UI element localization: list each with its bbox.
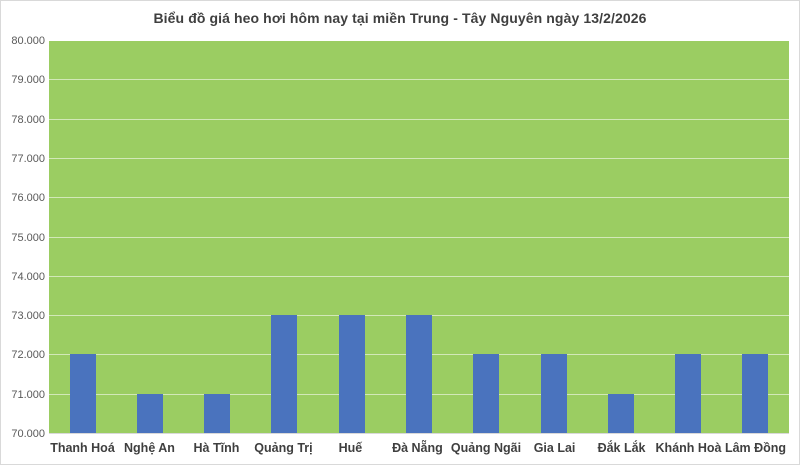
bar-khánh-hoà: [675, 354, 702, 433]
x-tick-label: Đà Nẵng: [392, 441, 443, 455]
y-tick-label: 70.000: [11, 428, 45, 440]
bar-lâm-đồng: [742, 354, 769, 433]
y-tick-label: 79.000: [11, 74, 45, 87]
bar-hà-tĩnh: [204, 393, 231, 433]
x-tick-label: Khánh Hoà: [655, 441, 722, 455]
x-tick-label: Lâm Đồng: [724, 441, 787, 455]
x-tick-label: Nghệ An: [124, 441, 175, 455]
x-tick-label: Quảng Ngãi: [450, 441, 522, 455]
gridline: [49, 79, 789, 81]
gridline: [49, 118, 789, 120]
gridline: [49, 40, 789, 41]
x-tick-label: Đắk Lắk: [597, 441, 646, 455]
chart-title: Biểu đồ giá heo hơi hôm nay tại miền Tru…: [153, 10, 647, 26]
y-tick-label: 71.000: [11, 388, 45, 401]
y-tick-label: 76.000: [11, 192, 45, 205]
bar-gia-lai: [540, 354, 567, 433]
x-tick-label: Gia Lai: [533, 441, 576, 455]
bar-thanh-hoá: [69, 354, 96, 433]
y-tick-label: 75.000: [11, 231, 45, 244]
gridline: [49, 197, 789, 199]
y-tick-label: 72.000: [11, 349, 45, 362]
gridline: [49, 157, 789, 159]
y-tick-label: 73.000: [11, 310, 45, 323]
x-tick-label: Quảng Trị: [254, 441, 313, 455]
gridline: [49, 275, 789, 277]
y-tick-label: 80.000: [11, 35, 45, 47]
bar-đắk-lắk: [607, 393, 634, 433]
y-tick-label: 77.000: [11, 152, 45, 165]
y-axis: 70.000 71.000 72.000 73.000 74.000 75.000 76.0…: [1, 1, 45, 466]
y-tick-label: 74.000: [11, 270, 45, 283]
x-tick-label: Huế: [338, 441, 363, 455]
bar-quảng-ngãi: [473, 354, 500, 433]
bar-đà-nẵng: [406, 315, 432, 433]
bar-quảng-trị: [271, 315, 298, 433]
x-tick-label: Thanh Hoá: [50, 441, 115, 455]
gridline: [49, 236, 789, 238]
plot-area: [49, 40, 789, 434]
bar-nghệ-an: [136, 393, 163, 433]
bar-huế: [338, 315, 365, 433]
x-axis: Thanh Hoá Nghệ An Hà Tĩnh Quảng Trị Huế Đà Nẵ…: [49, 441, 789, 459]
y-tick-label: 78.000: [11, 113, 45, 126]
x-tick-label: Hà Tĩnh: [193, 441, 240, 455]
